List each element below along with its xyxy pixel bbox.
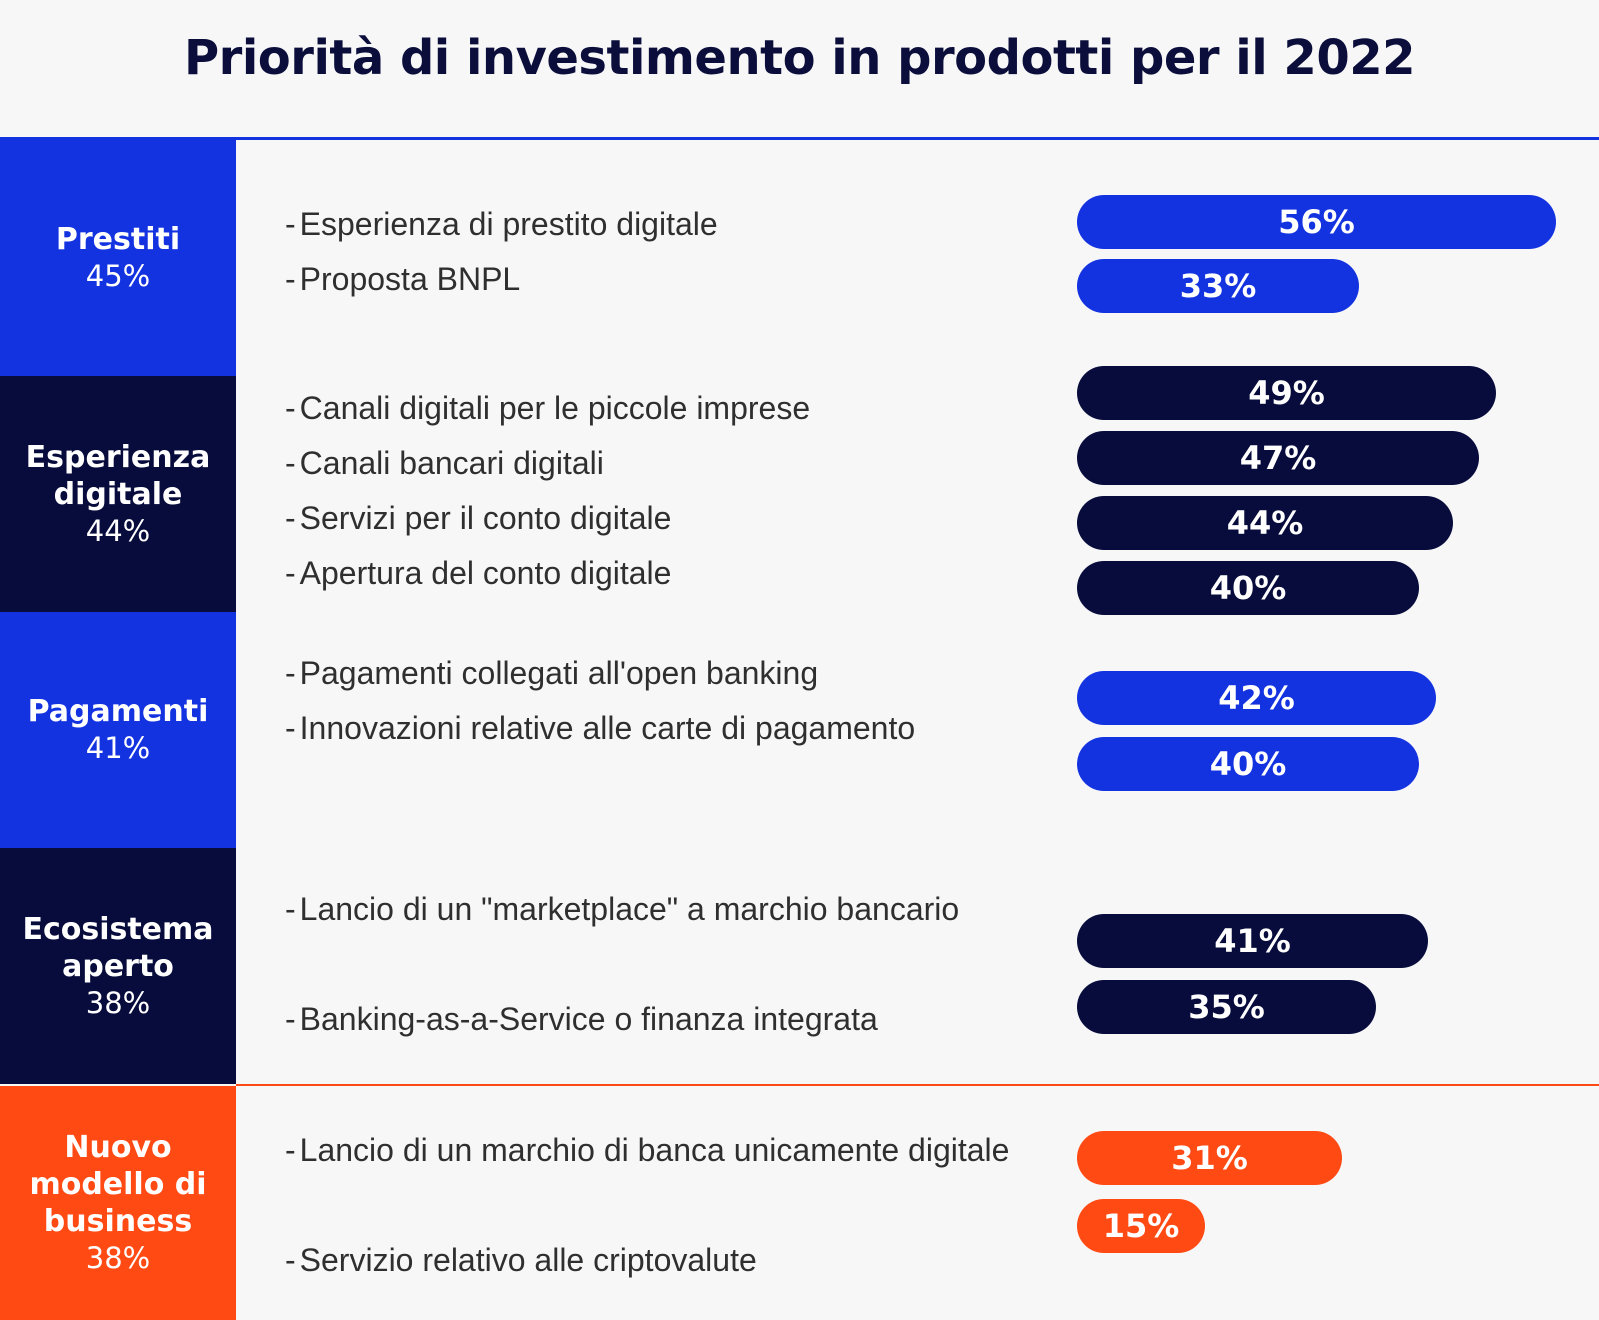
bar-value-label: 44% bbox=[1226, 504, 1304, 542]
bar-value-label: 40% bbox=[1209, 569, 1287, 607]
category-percent: 38% bbox=[85, 1241, 151, 1275]
item-label: - Innovazioni relative alle carte di paga… bbox=[285, 701, 1045, 756]
category-name: Nuovo modello di business bbox=[29, 1130, 207, 1239]
bar-value-label: 42% bbox=[1218, 679, 1295, 717]
bullet-dash: - bbox=[285, 710, 296, 746]
bullet-dash: - bbox=[285, 555, 296, 591]
bullet-dash: - bbox=[285, 206, 296, 242]
category-percent: 45% bbox=[85, 259, 151, 293]
category-block: Ecosistema aperto 38% bbox=[0, 848, 236, 1084]
category-block: Pagamenti 41% bbox=[0, 612, 236, 848]
category-block: Prestiti 45% bbox=[0, 140, 236, 376]
bar-value-label: 40% bbox=[1209, 745, 1287, 783]
value-bar: 41% bbox=[1077, 914, 1428, 968]
value-bar: 40% bbox=[1077, 737, 1419, 791]
item-label-text: Proposta BNPL bbox=[299, 261, 521, 297]
value-bar: 35% bbox=[1077, 980, 1376, 1034]
bullet-dash: - bbox=[285, 655, 296, 691]
item-label: - Canali digitali per le piccole imprese bbox=[285, 381, 1025, 436]
item-label-text: Servizi per il conto digitale bbox=[299, 500, 672, 536]
item-label-text: Lancio di un marchio di banca unicamente… bbox=[299, 1132, 1010, 1168]
category-name: Ecosistema aperto bbox=[22, 911, 214, 984]
bullet-dash: - bbox=[285, 1242, 296, 1278]
category-block: Esperienza digitale 44% bbox=[0, 376, 236, 612]
value-bar: 44% bbox=[1077, 496, 1453, 550]
item-label: - Lancio di un marchio di banca unicament… bbox=[285, 1123, 1045, 1178]
category-block: Nuovo modello di business 38% bbox=[0, 1086, 236, 1320]
bullet-dash: - bbox=[285, 1132, 296, 1168]
item-label-text: Apertura del conto digitale bbox=[299, 555, 672, 591]
bar-value-label: 33% bbox=[1179, 267, 1257, 305]
item-label: - Banking-as-a-Service o finanza integrat… bbox=[285, 992, 1025, 1047]
bullet-dash: - bbox=[285, 1001, 296, 1037]
category-name: Prestiti bbox=[55, 222, 181, 257]
value-bar: 15% bbox=[1077, 1199, 1205, 1253]
item-label: - Servizi per il conto digitale bbox=[285, 491, 1025, 546]
bullet-dash: - bbox=[285, 445, 296, 481]
bar-value-label: 47% bbox=[1239, 439, 1317, 477]
bar-value-label: 15% bbox=[1102, 1207, 1180, 1245]
orange-divider bbox=[236, 1084, 1599, 1086]
value-bar: 31% bbox=[1077, 1131, 1342, 1185]
item-label-text: Esperienza di prestito digitale bbox=[299, 206, 718, 242]
item-label-text: Innovazioni relative alle carte di pagam… bbox=[299, 710, 916, 746]
item-label: - Apertura del conto digitale bbox=[285, 546, 1025, 601]
bar-value-label: 41% bbox=[1214, 922, 1291, 960]
item-label: - Canali bancari digitali bbox=[285, 436, 1025, 491]
item-label: - Lancio di un "marketplace" a marchio ba… bbox=[285, 882, 1025, 937]
item-label-text: Canali bancari digitali bbox=[299, 445, 604, 481]
bar-value-label: 31% bbox=[1171, 1139, 1248, 1177]
item-label: - Proposta BNPL bbox=[285, 252, 1025, 307]
value-bar: 49% bbox=[1077, 366, 1496, 420]
item-label-text: Banking-as-a-Service o finanza integrata bbox=[299, 1001, 878, 1037]
value-bar: 56% bbox=[1077, 195, 1556, 249]
item-label: - Pagamenti collegati all'open banking bbox=[285, 646, 1025, 701]
value-bar: 40% bbox=[1077, 561, 1419, 615]
bar-value-label: 56% bbox=[1278, 203, 1355, 241]
value-bar: 47% bbox=[1077, 431, 1479, 485]
item-label-text: Servizio relativo alle criptovalute bbox=[299, 1242, 757, 1278]
item-label-text: Pagamenti collegati all'open banking bbox=[299, 655, 819, 691]
item-label-text: Lancio di un "marketplace" a marchio ban… bbox=[299, 891, 960, 927]
value-bar: 33% bbox=[1077, 259, 1359, 313]
category-percent: 38% bbox=[85, 985, 151, 1020]
bullet-dash: - bbox=[285, 261, 296, 297]
bullet-dash: - bbox=[285, 500, 296, 536]
category-name: Pagamenti bbox=[27, 694, 209, 729]
item-label-text: Canali digitali per le piccole imprese bbox=[299, 390, 811, 426]
category-percent: 41% bbox=[85, 731, 151, 765]
top-divider bbox=[0, 137, 1599, 140]
bar-value-label: 49% bbox=[1248, 374, 1325, 412]
value-bar: 42% bbox=[1077, 671, 1436, 725]
category-percent: 44% bbox=[85, 513, 151, 548]
category-name: Esperienza digitale bbox=[25, 439, 211, 512]
chart-title: Priorità di investimento in prodotti per… bbox=[183, 30, 1416, 86]
bullet-dash: - bbox=[285, 390, 296, 426]
bar-value-label: 35% bbox=[1188, 988, 1265, 1026]
item-label: - Esperienza di prestito digitale bbox=[285, 197, 1025, 252]
bullet-dash: - bbox=[285, 891, 296, 927]
item-label: - Servizio relativo alle criptovalute bbox=[285, 1233, 1025, 1288]
